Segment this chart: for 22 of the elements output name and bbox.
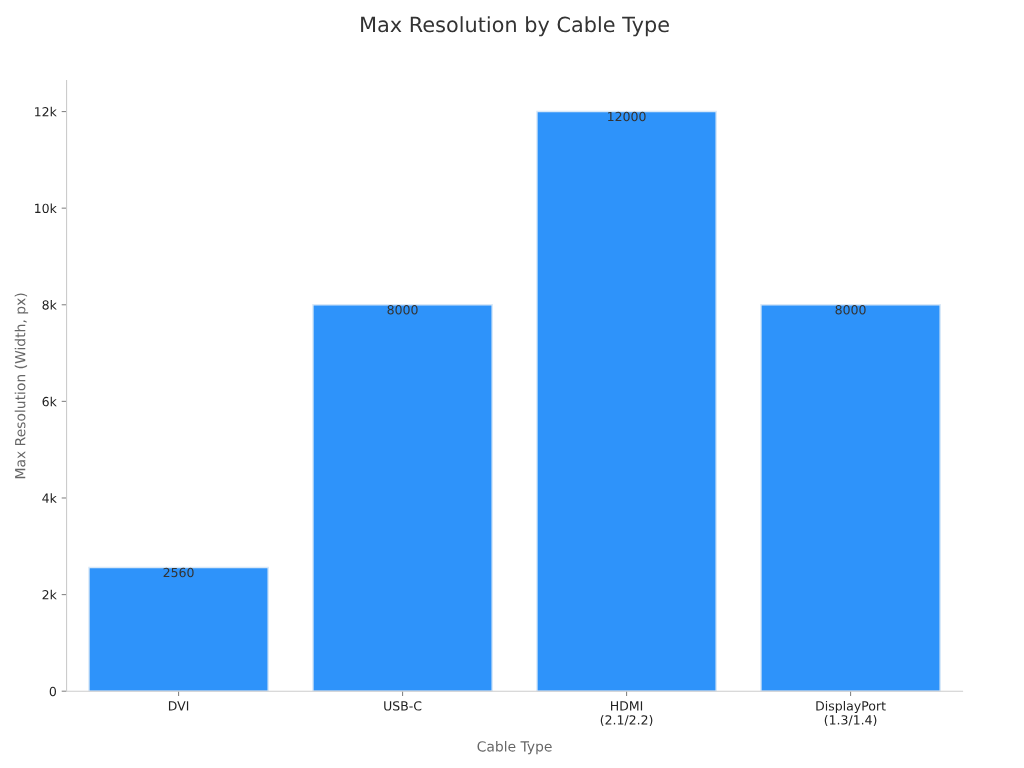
x-axis-title: Cable Type: [477, 740, 552, 755]
data-label: 12000: [608, 111, 646, 122]
data-label: 2560: [163, 567, 194, 578]
x-tick-label: HDMI (2.1/2.2): [600, 701, 653, 727]
x-tick-label: DisplayPort (1.3/1.4): [816, 700, 886, 727]
x-tick-label: DVI: [168, 701, 189, 711]
chart-title: Max Resolution by Cable Type: [361, 16, 669, 37]
y-tick-label: 2k: [42, 589, 57, 600]
bar: [536, 110, 717, 692]
x-tick-label: USB-C: [384, 701, 422, 711]
y-tick-label: 8k: [42, 300, 57, 310]
data-label: 8000: [835, 304, 866, 315]
data-label: 8000: [387, 304, 418, 315]
bar: [760, 304, 941, 692]
y-tick-label: 4k: [42, 493, 57, 503]
y-tick-label: 10k: [35, 203, 57, 214]
y-axis-title: Max Resolution (Width, px): [14, 293, 29, 479]
y-tick-label: 6k: [42, 396, 57, 407]
y-tick-label: 0: [49, 686, 57, 697]
y-tick-label: 12k: [35, 106, 57, 117]
bar: [88, 566, 269, 692]
bar: [312, 304, 493, 692]
